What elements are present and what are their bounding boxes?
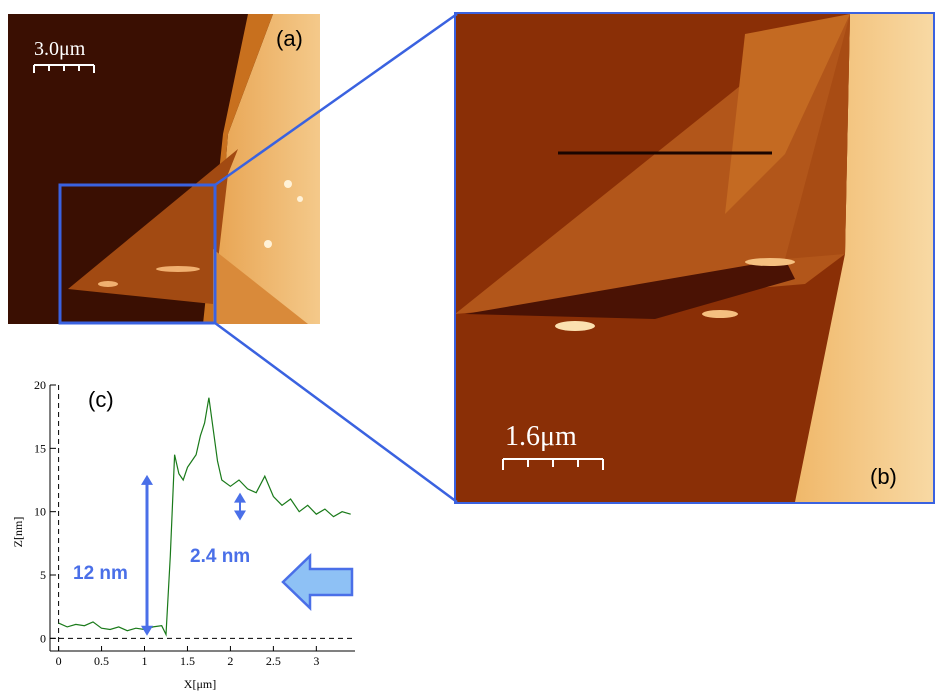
scale-bar-label-b: 1.6μm bbox=[505, 421, 577, 452]
afm-image-b-graphic bbox=[455, 14, 933, 502]
x-tick-label: 1.5 bbox=[180, 654, 195, 668]
panel-tag-a: (a) bbox=[276, 26, 303, 51]
x-tick-label: 2.5 bbox=[266, 654, 281, 668]
arrow-12nm-head-top bbox=[141, 474, 153, 485]
chart-axes bbox=[49, 385, 355, 652]
panel-tag-b: (b) bbox=[870, 464, 897, 489]
y-tick-label: 10 bbox=[34, 505, 46, 519]
y-tick-label: 0 bbox=[40, 631, 46, 645]
annotation-12nm: 12 nm bbox=[73, 563, 128, 584]
y-tick-label: 15 bbox=[34, 441, 46, 455]
y-tick-label: 5 bbox=[40, 568, 46, 582]
scale-bar-a bbox=[33, 64, 95, 73]
chart-series bbox=[58, 397, 351, 637]
x-tick-label: 0 bbox=[56, 654, 62, 668]
panel-tag-c: (c) bbox=[88, 387, 114, 412]
scale-bar-b bbox=[502, 458, 604, 470]
y-tick-label: 20 bbox=[34, 378, 46, 392]
x-tick-label: 2 bbox=[227, 654, 233, 668]
profile-trace bbox=[58, 397, 351, 637]
y-axis-label: Z[nm] bbox=[11, 517, 25, 548]
chart-arrows bbox=[141, 474, 354, 636]
x-tick-label: 3 bbox=[313, 654, 319, 668]
zoom-connector-bottom bbox=[214, 321, 458, 504]
block-arrow-icon bbox=[281, 553, 354, 611]
arrow-12nm-head-bottom bbox=[141, 625, 153, 636]
arrow-2-4nm-head-bottom bbox=[234, 510, 246, 521]
zoom-connector-top bbox=[214, 12, 458, 187]
x-axis-label: X[μm] bbox=[184, 677, 216, 691]
chart-ticks: 0 0.5 1 1.5 2 2.5 3 0 5 10 15 20 bbox=[34, 378, 319, 668]
scale-bar-label-a: 3.0μm bbox=[34, 38, 86, 60]
afm-image-b: 1.6μm (b) bbox=[455, 14, 933, 502]
zoom-frame bbox=[454, 12, 935, 504]
height-profile-chart: 0 0.5 1 1.5 2 2.5 3 0 5 10 15 20 Z[nm] X[μm] (c) bbox=[11, 378, 355, 691]
x-tick-label: 0.5 bbox=[94, 654, 109, 668]
zoom-box bbox=[58, 183, 217, 325]
arrow-2-4nm-head-top bbox=[234, 492, 246, 503]
annotation-2-4nm: 2.4 nm bbox=[190, 546, 251, 567]
x-tick-label: 1 bbox=[142, 654, 148, 668]
